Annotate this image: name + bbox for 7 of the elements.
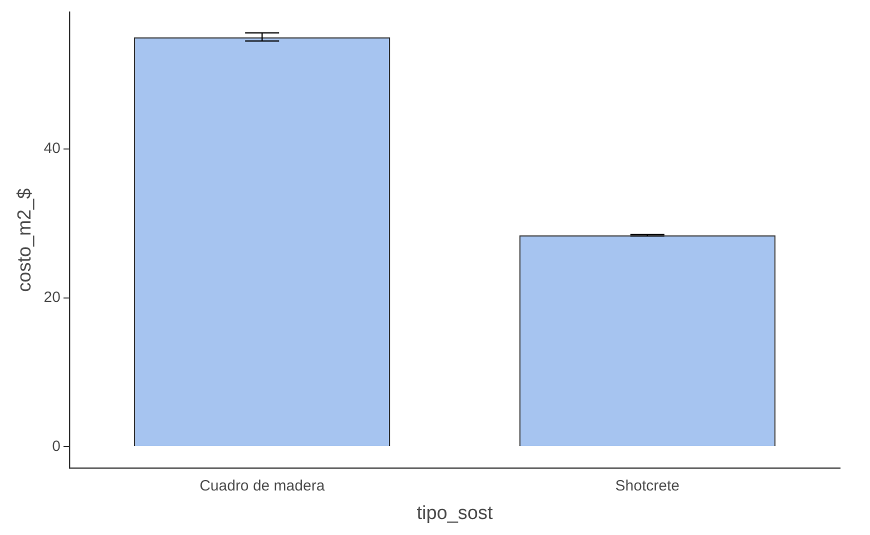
x-tick-label: Shotcrete — [615, 477, 680, 494]
x-axis-title: tipo_sost — [416, 502, 494, 524]
x-tick-label: Cuadro de madera — [200, 477, 326, 494]
y-tick-label: 0 — [52, 438, 60, 455]
y-axis-title: costo_m2_$ — [14, 188, 36, 292]
y-tick-label: 20 — [44, 288, 60, 306]
y-tick-label: 40 — [44, 140, 60, 158]
